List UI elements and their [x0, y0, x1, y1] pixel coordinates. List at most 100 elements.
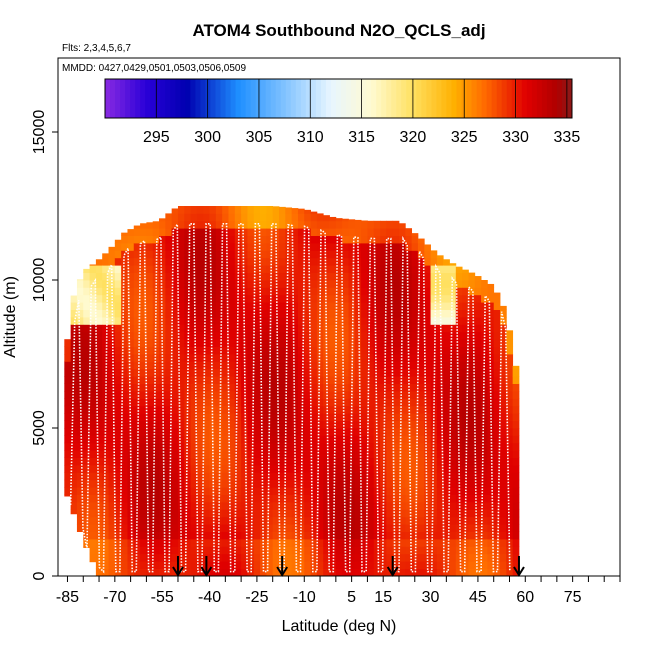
heatmap-cell [171, 502, 179, 510]
heatmap-cell [234, 561, 242, 569]
heatmap-cell [443, 450, 450, 458]
heatmap-cell [266, 568, 274, 576]
heatmap-cell [367, 265, 375, 273]
heatmap-cell [253, 331, 261, 340]
heatmap-cell [354, 465, 362, 473]
heatmap-cell [209, 331, 217, 340]
heatmap-cell [253, 383, 261, 392]
heatmap-cell [310, 509, 318, 518]
heatmap-cell [291, 450, 299, 458]
heatmap-cell [285, 457, 293, 466]
heatmap-cell [222, 228, 229, 236]
heatmap-cell [133, 324, 141, 333]
heatmap-cell [405, 243, 413, 251]
heatmap-cell [411, 531, 419, 540]
heatmap-cell [159, 413, 166, 421]
heatmap-cell [342, 546, 349, 555]
heatmap-cell [354, 472, 362, 481]
heatmap-cell [114, 516, 122, 525]
heatmap-cell [417, 487, 425, 495]
heatmap-cell [196, 265, 204, 273]
heatmap-cell [398, 428, 406, 436]
heatmap-cell [506, 339, 514, 347]
heatmap-cell [76, 502, 84, 510]
x-tick-label: -70 [103, 589, 126, 606]
heatmap-cell [487, 287, 495, 296]
heatmap-cell [481, 435, 488, 444]
heatmap-cell [241, 354, 248, 362]
heatmap-cell [89, 487, 97, 495]
heatmap-cell [436, 413, 444, 421]
heatmap-cell [468, 294, 476, 303]
heatmap-cell [140, 524, 147, 532]
heatmap-cell [203, 280, 210, 288]
heatmap-cell [165, 346, 173, 355]
heatmap-cell [361, 220, 368, 222]
heatmap-cell [474, 546, 482, 555]
heatmap-cell [127, 346, 135, 355]
heatmap-cell [95, 346, 103, 355]
heatmap-cell [512, 368, 520, 377]
heatmap-cell [215, 309, 223, 318]
heatmap-cell [140, 531, 147, 540]
heatmap-cell [266, 531, 274, 540]
heatmap-cell [398, 509, 406, 518]
heatmap-cell [196, 516, 204, 525]
heatmap-cell [392, 368, 400, 377]
heatmap-cell [253, 235, 261, 244]
heatmap-cell [310, 272, 318, 281]
heatmap-cell [222, 561, 229, 569]
heatmap-cell [190, 206, 198, 214]
heatmap-cell [133, 265, 141, 273]
heatmap-cell [512, 539, 520, 547]
heatmap-cell [260, 368, 267, 377]
heatmap-cell [140, 502, 147, 510]
heatmap-cell [373, 354, 381, 362]
heatmap-cell [215, 539, 223, 547]
chart-title: ATOM4 Southbound N2O_QCLS_adj [192, 21, 485, 40]
heatmap-cell [76, 331, 84, 340]
heatmap-cell [348, 516, 356, 525]
heatmap-cell [146, 487, 154, 495]
heatmap-cell [329, 413, 337, 421]
heatmap-cell [146, 228, 154, 236]
heatmap-cell [209, 420, 217, 429]
heatmap-cell [316, 383, 324, 392]
heatmap-cell [279, 302, 286, 310]
heatmap-cell [260, 220, 267, 229]
heatmap-cell [266, 243, 274, 251]
heatmap-cell [361, 516, 368, 525]
heatmap-cell [285, 413, 293, 421]
heatmap-cell [121, 405, 128, 414]
heatmap-cell [462, 309, 469, 318]
heatmap-cell [146, 568, 154, 576]
heatmap-cell [443, 331, 450, 340]
heatmap-cell [405, 546, 413, 555]
heatmap-cell [310, 524, 318, 532]
heatmap-cell [348, 257, 356, 266]
heatmap-cell [462, 539, 469, 547]
heatmap-cell [449, 472, 457, 481]
heatmap-cell [127, 376, 135, 384]
heatmap-cell [329, 487, 337, 495]
heatmap-cell [316, 243, 324, 251]
heatmap-cell [354, 561, 362, 569]
heatmap-cell [291, 561, 299, 569]
heatmap-cell [266, 539, 274, 547]
heatmap-cell [436, 487, 444, 495]
heatmap-cell [190, 531, 198, 540]
heatmap-cell [222, 272, 229, 281]
heatmap-cell [222, 442, 229, 451]
heatmap-cell [177, 413, 185, 421]
heatmap-cell [272, 309, 280, 318]
heatmap-cell [417, 472, 425, 481]
heatmap-field [64, 206, 520, 576]
heatmap-cell [121, 568, 128, 576]
heatmap-cell [241, 206, 248, 214]
heatmap-cell [253, 243, 261, 251]
heatmap-cell [253, 324, 261, 333]
heatmap-cell [127, 457, 135, 466]
heatmap-cell [260, 354, 267, 362]
heatmap-cell [76, 494, 84, 503]
heatmap-cell [108, 442, 116, 451]
